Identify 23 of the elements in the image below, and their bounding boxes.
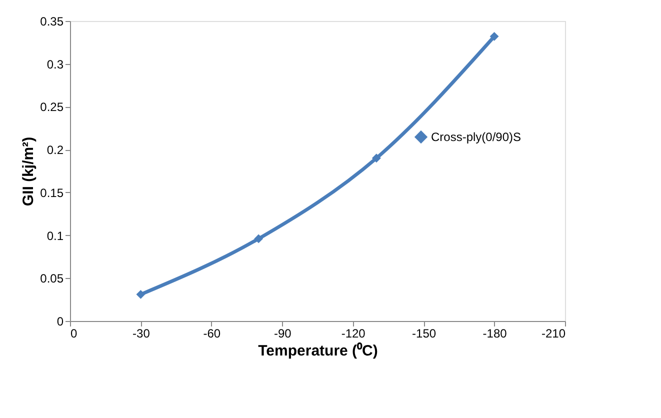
- x-tick-label: -30: [132, 326, 150, 340]
- point: [136, 290, 146, 299]
- y-axis-title: GII (kj/m²): [20, 136, 38, 206]
- y-tick-label: 0: [56, 314, 64, 328]
- x-tick-label: 0: [70, 326, 78, 340]
- x-tick-label: -210: [541, 326, 566, 340]
- y-tick-label: 0.2: [46, 143, 64, 158]
- x-tick-label: -120: [341, 326, 366, 340]
- point: [490, 32, 499, 41]
- x-tick-label: -60: [203, 326, 221, 340]
- x-tick-label: -150: [412, 326, 436, 340]
- y-tick-label: 0.1: [46, 228, 64, 243]
- x-tick-label: -180: [482, 326, 508, 340]
- y-tick-label: 0.15: [40, 186, 64, 200]
- legend-label: Cross-ply(0/90)S: [431, 130, 522, 144]
- y-tick-label: 0.3: [46, 57, 64, 72]
- y-tick-label: 0.35: [40, 14, 64, 28]
- point: [254, 234, 264, 244]
- y-tick-label: 0.05: [40, 272, 64, 286]
- x-tick-label: -90: [274, 326, 292, 340]
- point: [372, 154, 381, 163]
- x-axis-title: Temperature (⁰C): [258, 342, 378, 360]
- y-tick-label: 0.25: [40, 100, 64, 114]
